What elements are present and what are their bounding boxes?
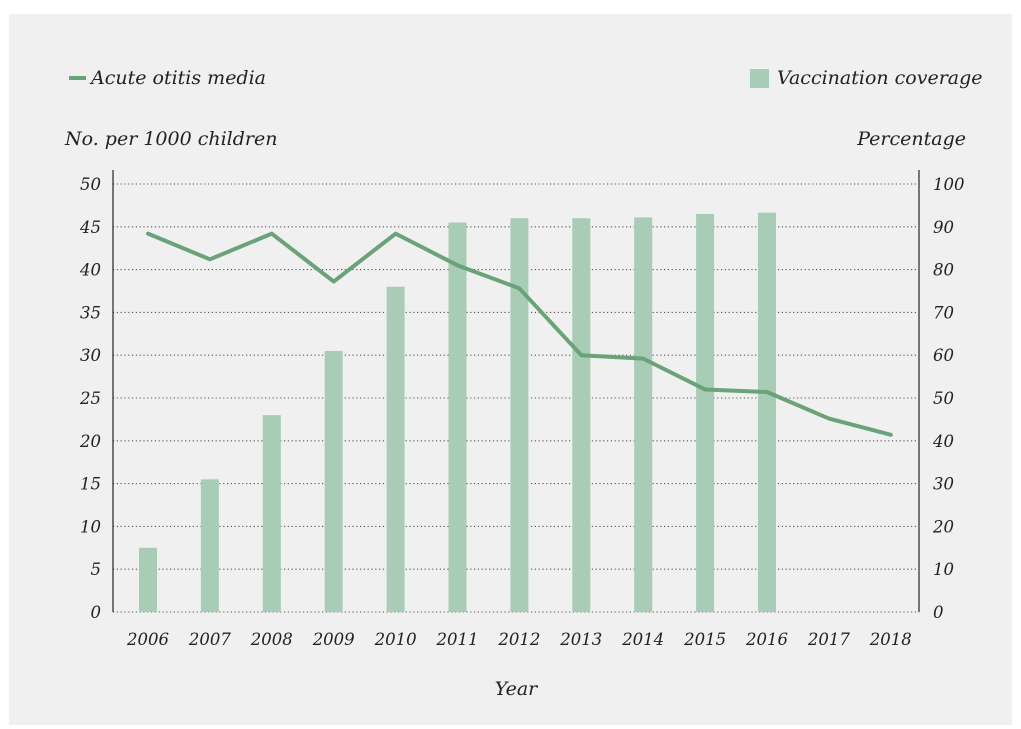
bar-vaccination-2007	[200, 479, 219, 612]
line-series	[146, 231, 893, 437]
y-left-tick-label: 50	[80, 175, 101, 194]
y-right-tick-label: 40	[932, 432, 954, 451]
bar-vaccination-2009	[324, 350, 343, 612]
y-left-tick-label: 40	[79, 261, 101, 280]
x-tick-labels: 2006 2007 2008 2009 2010 2011 2012 2013 2014 2015…	[126, 630, 912, 649]
chart-svg: Acute otitis media Vaccination coverage …	[64, 67, 983, 700]
y-left-tick-label: 20	[79, 432, 101, 451]
y-right-tick-label: 0	[933, 603, 944, 622]
y-axis-left-label: No. per 1000 children	[64, 128, 278, 150]
x-tick-label: 2006	[126, 630, 169, 649]
x-tick-label: 2017	[807, 630, 850, 649]
bar-vaccination-2016	[758, 212, 776, 612]
x-tick-label: 2010	[374, 630, 417, 649]
x-tick-label: 2009	[312, 630, 355, 649]
y-left-tick-label: 30	[80, 346, 101, 365]
bar-vaccination-2015	[696, 213, 715, 612]
bar-series	[139, 212, 776, 613]
bar-vaccination-2010	[386, 286, 405, 612]
bar-vaccination-2008	[262, 415, 281, 612]
y-right-tick-labels: 0 10 20 30 40 50 60 70 80 90 100	[932, 175, 965, 622]
y-axis-right-label: Percentage	[856, 128, 966, 150]
legend: Acute otitis media Vaccination coverage	[69, 67, 983, 89]
bar-vaccination-2013	[572, 218, 591, 613]
y-left-tick-label: 25	[79, 389, 101, 408]
x-tick-label: 2018	[869, 630, 912, 649]
y-left-tick-label: 45	[79, 218, 101, 237]
legend-label-vaccination-coverage: Vaccination coverage	[777, 67, 983, 89]
y-left-tick-label: 15	[80, 475, 101, 494]
y-right-tick-label: 70	[933, 303, 954, 322]
y-right-tick-label: 30	[933, 475, 954, 494]
y-right-tick-label: 60	[933, 346, 954, 365]
bar-vaccination-2011	[448, 222, 467, 612]
x-tick-label: 2013	[559, 630, 602, 649]
y-left-tick-label: 0	[91, 603, 102, 622]
x-tick-label: 2015	[683, 630, 726, 649]
x-tick-label: 2011	[436, 630, 479, 649]
x-tick-label: 2008	[250, 630, 293, 649]
x-tick-label: 2007	[188, 630, 231, 649]
y-left-tick-label: 35	[80, 303, 101, 322]
axes	[112, 170, 920, 612]
x-tick-label: 2016	[745, 630, 788, 649]
y-right-tick-label: 80	[933, 261, 954, 280]
y-right-tick-label: 100	[933, 175, 965, 194]
x-axis-label: Year	[495, 678, 539, 700]
y-right-tick-label: 50	[933, 389, 954, 408]
bar-vaccination-2006	[139, 547, 157, 612]
bar-vaccination-2012	[510, 218, 529, 613]
chart-panel: Acute otitis media Vaccination coverage …	[9, 14, 1012, 725]
x-tick-label: 2012	[497, 630, 540, 649]
x-tick-label: 2014	[621, 630, 664, 649]
bar-vaccination-2014	[634, 217, 653, 612]
y-left-tick-label: 10	[80, 517, 101, 536]
y-right-tick-label: 10	[933, 560, 954, 579]
legend-label-acute-otitis-media: Acute otitis media	[89, 67, 266, 89]
y-left-tick-labels: 0 5 10 15 20 25 30 35 40 45 50	[79, 175, 101, 622]
y-right-tick-label: 20	[932, 517, 954, 536]
legend-bar-swatch	[750, 69, 769, 88]
y-left-tick-label: 5	[91, 560, 102, 579]
y-right-tick-label: 90	[933, 218, 954, 237]
